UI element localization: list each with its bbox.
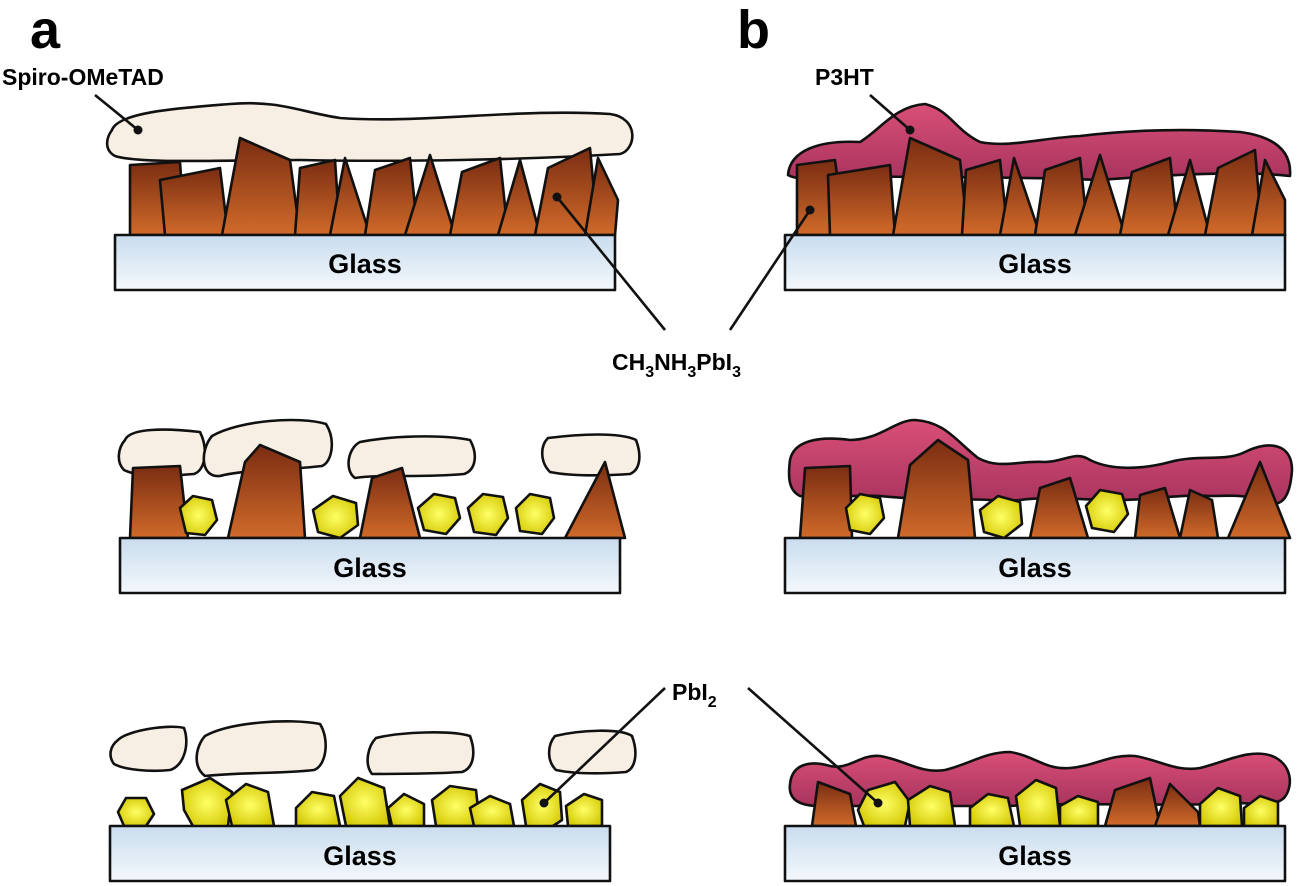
panel-a-stage-2: Glass xyxy=(117,418,641,595)
glass-substrate xyxy=(783,233,1287,292)
spiro-label: Spiro-OMeTAD xyxy=(2,64,164,90)
pbi2-leader-dot-b xyxy=(873,798,883,808)
spiro-leader-line xyxy=(94,93,139,132)
glass-label: Glass xyxy=(998,249,1072,279)
glass-substrate xyxy=(783,824,1287,883)
perovskite-leader-line-b xyxy=(728,209,812,331)
glass-label: Glass xyxy=(328,249,402,279)
panel-a-stage-1: Glass xyxy=(105,101,634,292)
glass-label: Glass xyxy=(998,553,1072,583)
perovskite-label: CH3NH3PbI3 xyxy=(612,349,741,381)
panel-a-stage-3: Glass xyxy=(108,720,637,883)
glass-substrate xyxy=(113,233,617,292)
perovskite-leader-dot-b xyxy=(805,205,815,215)
spiro-fragments xyxy=(117,418,641,480)
pbi2-crystals xyxy=(844,488,1130,540)
panel-b-stage-3: Glass xyxy=(783,750,1292,883)
spiro-leader-dot xyxy=(133,125,143,135)
pbi2-leader-line-b xyxy=(747,687,879,804)
perovskite-leader-line-a xyxy=(555,196,667,331)
panel-label-a: a xyxy=(30,0,61,60)
pbi2-leader-line-a xyxy=(543,687,666,804)
p3ht-leader-dot xyxy=(905,125,915,135)
spiro-layer xyxy=(105,101,634,163)
perovskite-crystals xyxy=(795,136,1287,237)
p3ht-leader-line xyxy=(869,94,911,131)
glass-substrate xyxy=(783,536,1287,595)
panel-label-b: b xyxy=(737,0,770,60)
glass-label: Glass xyxy=(998,841,1072,871)
p3ht-label: P3HT xyxy=(815,64,874,90)
panel-b-stage-2: Glass xyxy=(783,418,1294,595)
pbi2-leader-dot-a xyxy=(539,798,549,808)
glass-substrate xyxy=(118,536,622,595)
glass-label: Glass xyxy=(333,553,407,583)
pbi2-crystals xyxy=(116,776,604,830)
perovskite-leader-dot-a xyxy=(552,192,562,202)
panel-b-stage-1: Glass xyxy=(783,102,1292,292)
spiro-fragments xyxy=(109,720,637,778)
pbi2-crystals xyxy=(856,778,1280,828)
glass-substrate xyxy=(108,824,612,883)
pbi2-label: PbI2 xyxy=(672,679,717,711)
pbi2-crystals xyxy=(178,492,556,540)
glass-label: Glass xyxy=(323,841,397,871)
